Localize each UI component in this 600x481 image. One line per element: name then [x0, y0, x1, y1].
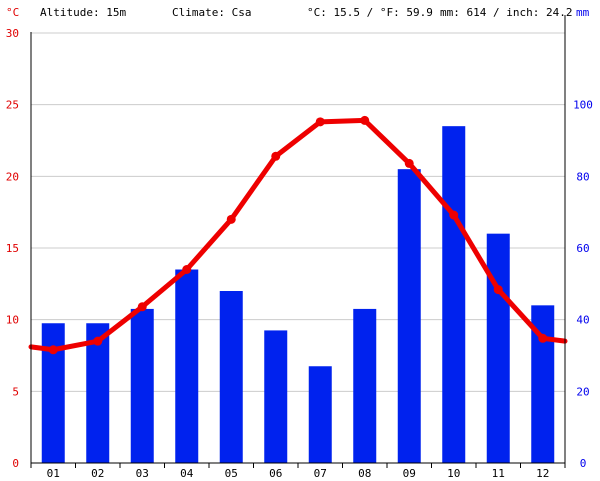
x-tick-06: 06	[269, 467, 282, 480]
temp-point-09	[404, 158, 414, 168]
left-tick-20: 20	[6, 170, 19, 183]
precipitation-bars	[41, 126, 555, 464]
x-tick-07: 07	[314, 467, 327, 480]
temp-point-04	[182, 265, 192, 274]
x-tick-05: 05	[225, 467, 238, 480]
right-tick-100: 100	[573, 99, 593, 112]
axes	[30, 15, 566, 468]
x-tick-08: 08	[358, 467, 371, 480]
x-tick-11: 11	[492, 467, 505, 480]
x-tick-04: 04	[180, 467, 194, 480]
x-tick-01: 01	[47, 467, 60, 480]
gridlines	[31, 32, 565, 392]
temp-point-11	[493, 285, 503, 295]
precip-bar-12	[531, 305, 555, 463]
precip-bar-07	[308, 366, 332, 463]
temperature-line	[28, 115, 568, 355]
precipitation-summary: mm: 614 / inch: 24.2	[440, 6, 572, 19]
altitude-label: Altitude: 15m	[40, 6, 126, 19]
left-tick-10: 10	[6, 314, 19, 327]
left-tick-0: 0	[12, 457, 19, 470]
x-tick-09: 09	[403, 467, 416, 480]
precip-bar-09	[397, 169, 421, 463]
right-axis-unit: mm	[576, 6, 590, 19]
temp-point-05	[226, 214, 236, 224]
precip-bar-02	[86, 323, 110, 463]
left-tick-5: 5	[12, 385, 19, 398]
x-tick-03: 03	[136, 467, 149, 480]
temperature-summary: °C: 15.5 / °F: 59.9	[307, 6, 433, 19]
precip-bar-03	[130, 308, 154, 463]
right-tick-80: 80	[576, 170, 589, 183]
temp-point-01	[48, 345, 58, 355]
precip-bar-01	[41, 323, 65, 463]
temp-point-02	[93, 336, 103, 346]
right-tick-60: 60	[576, 242, 589, 255]
precip-bar-06	[264, 330, 288, 463]
left-tick-30: 30	[6, 27, 19, 40]
climate-label: Climate: Csa	[172, 6, 251, 19]
temp-point-12	[538, 333, 548, 343]
precip-bar-10	[442, 126, 466, 464]
right-tick-0: 0	[580, 457, 587, 470]
x-tick-02: 02	[91, 467, 104, 480]
precip-bar-05	[219, 291, 243, 463]
temp-point-10	[449, 210, 459, 220]
temp-point-08	[360, 115, 370, 125]
temp-point-03	[137, 302, 147, 312]
right-tick-40: 40	[576, 314, 589, 327]
precip-bar-08	[353, 308, 377, 463]
temp-point-07	[315, 117, 325, 127]
left-tick-25: 25	[6, 99, 19, 112]
precip-bar-11	[486, 233, 510, 463]
temperature-series-line	[28, 117, 568, 353]
x-tick-10: 10	[447, 467, 460, 480]
right-tick-20: 20	[576, 385, 589, 398]
left-tick-15: 15	[6, 242, 19, 255]
precip-bar-04	[175, 269, 199, 463]
left-axis-unit: °C	[6, 6, 19, 19]
x-tick-12: 12	[536, 467, 549, 480]
temp-point-06	[271, 151, 281, 161]
